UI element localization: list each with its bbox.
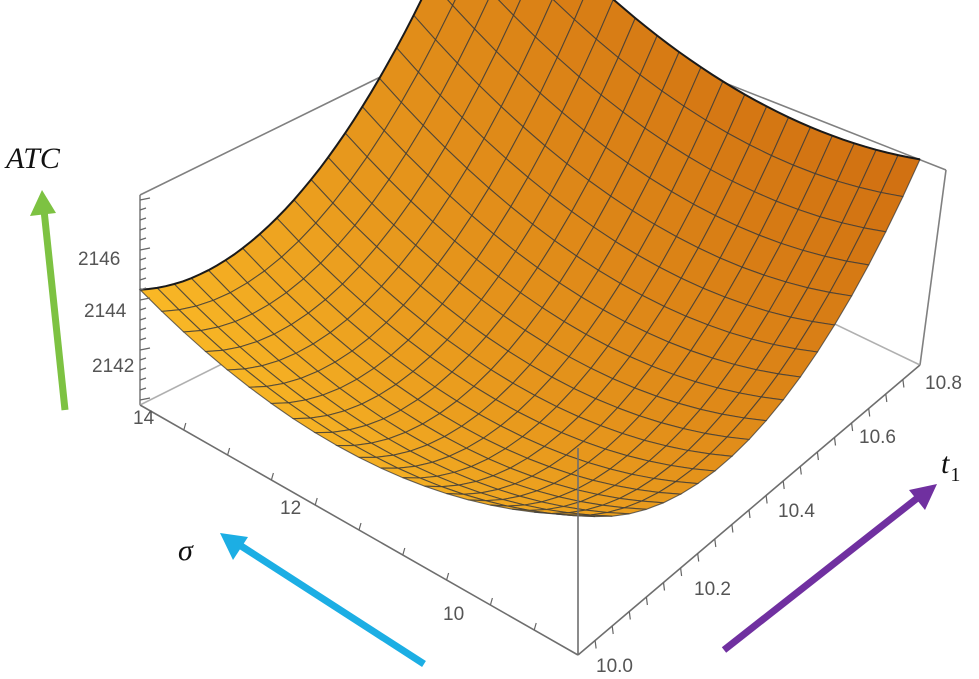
axis-ticks bbox=[139, 197, 905, 649]
z-tick-2146: 2146 bbox=[78, 249, 120, 270]
t1-arrow-icon bbox=[721, 484, 937, 653]
atc-arrow-icon bbox=[30, 190, 69, 411]
x-tick-14: 14 bbox=[133, 408, 155, 429]
z-tick-2142: 2142 bbox=[92, 356, 134, 377]
y-tick-10.0: 10.0 bbox=[596, 656, 633, 677]
z-tick-2144: 2144 bbox=[84, 301, 127, 322]
sigma-arrow-icon bbox=[220, 533, 426, 667]
y-tick-10.4: 10.4 bbox=[778, 501, 815, 522]
y-tick-10.6: 10.6 bbox=[859, 427, 896, 448]
y-tick-10.8: 10.8 bbox=[925, 373, 962, 394]
y-tick-10.2: 10.2 bbox=[694, 579, 731, 600]
y-axis-title: t1 bbox=[941, 447, 960, 486]
x-tick-12: 12 bbox=[280, 498, 301, 519]
surface-mesh bbox=[138, 0, 921, 518]
x-tick-10: 10 bbox=[443, 604, 464, 625]
x-axis-title: σ bbox=[178, 534, 194, 567]
z-axis-title: ATC bbox=[4, 142, 61, 175]
